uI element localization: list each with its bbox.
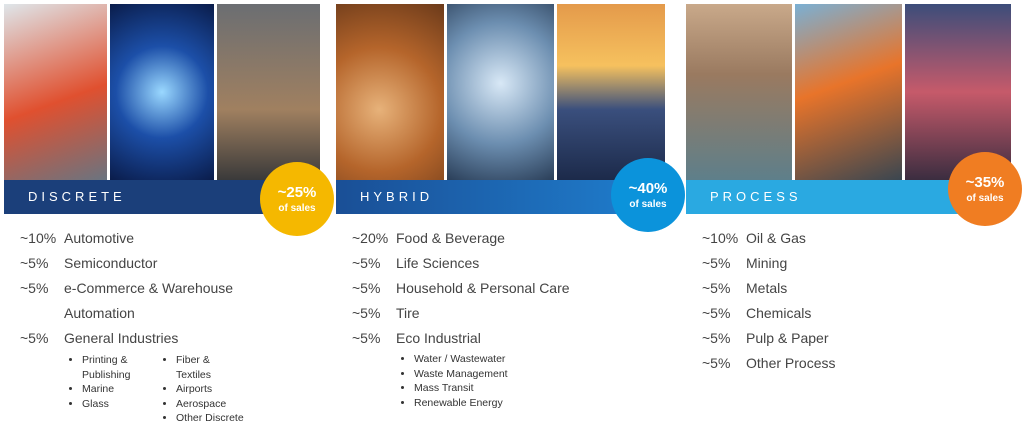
industry-item: ~5% Metals xyxy=(702,276,972,301)
industry-share: ~10% xyxy=(702,230,739,246)
industry-share: ~5% xyxy=(352,255,381,271)
industry-name: Mining xyxy=(746,255,788,271)
industry-share: ~5% xyxy=(702,255,731,271)
industry-item: ~5% Household & Personal Care xyxy=(352,276,622,301)
industry-share: ~5% xyxy=(20,330,49,346)
industry-item: ~5% Chemicals xyxy=(702,301,972,326)
industry-share: ~5% xyxy=(20,255,49,271)
image-strip xyxy=(4,4,320,180)
industry-list: ~10% Automotive ~5% Semiconductor ~5% e-Comme… xyxy=(20,226,290,351)
sub-industries: Water / WastewaterWaste ManagementMass T… xyxy=(398,352,554,410)
badge-label: of sales xyxy=(278,203,316,214)
industry-name: Automotive xyxy=(64,230,135,246)
industry-share: ~5% xyxy=(702,305,731,321)
sub-item: Fiber & Textiles xyxy=(176,353,244,382)
photo xyxy=(4,4,108,180)
sub-item: Printing & Publishing xyxy=(82,353,150,382)
industry-item: ~10% Oil & Gas xyxy=(702,226,972,251)
segment-column: PROCESS ~35% of sales ~10% Oil & Gas ~5% Minin… xyxy=(686,0,1022,415)
industry-share: ~10% xyxy=(20,230,57,246)
industry-item: ~5% Tire xyxy=(352,301,622,326)
industry-name: Life Sciences xyxy=(396,255,480,271)
industry-name: e-Commerce & Warehouse Automation xyxy=(64,280,234,321)
photo xyxy=(336,4,444,180)
industry-share: ~5% xyxy=(702,280,731,296)
sales-badge: ~25% of sales xyxy=(260,162,334,236)
industry-share: ~5% xyxy=(352,330,381,346)
badge-value: ~25% xyxy=(277,184,317,201)
industry-item: ~5% Eco Industrial xyxy=(352,326,622,351)
sales-badge: ~35% of sales xyxy=(948,152,1022,226)
industry-list: ~10% Oil & Gas ~5% Mining ~5% Metals ~5% Chemic… xyxy=(702,226,972,376)
industry-name: Food & Beverage xyxy=(396,230,505,246)
photo xyxy=(686,4,793,180)
industry-name: Pulp & Paper xyxy=(746,330,829,346)
industry-item: ~20% Food & Beverage xyxy=(352,226,622,251)
industry-item: ~5% Mining xyxy=(702,251,972,276)
page: DISCRETE ~25% of sales ~10% Automotive ~5% Sem… xyxy=(0,0,1024,415)
industry-share: ~5% xyxy=(352,305,381,321)
industry-name: Chemicals xyxy=(746,305,812,321)
industry-name: Tire xyxy=(396,305,420,321)
sub-item: Airports xyxy=(176,382,244,397)
industry-share: ~5% xyxy=(702,330,731,346)
photo xyxy=(795,4,902,180)
industry-name: Other Process xyxy=(746,355,836,371)
industry-share: ~5% xyxy=(352,280,381,296)
badge-value: ~40% xyxy=(628,180,668,197)
sub-item: Aerospace xyxy=(176,397,244,412)
industry-list: ~20% Food & Beverage ~5% Life Sciences ~5% Ho… xyxy=(352,226,622,351)
badge-label: of sales xyxy=(966,193,1004,204)
photo xyxy=(446,4,555,180)
image-strip xyxy=(686,4,1011,180)
sub-item: Renewable Energy xyxy=(414,396,554,411)
photo xyxy=(557,4,666,180)
industry-share: ~5% xyxy=(702,355,731,371)
sub-item: Marine xyxy=(82,382,150,397)
photo xyxy=(216,4,320,180)
sub-item: Mass Transit xyxy=(414,381,554,396)
sub-list: Printing & PublishingMarineGlass xyxy=(66,353,150,426)
sales-badge: ~40% of sales xyxy=(611,158,685,232)
photo xyxy=(904,4,1011,180)
sub-item: Waste Management xyxy=(414,367,554,382)
image-strip xyxy=(336,4,666,180)
industry-item: ~5% Life Sciences xyxy=(352,251,622,276)
industry-name: Household & Personal Care xyxy=(396,280,570,296)
industry-name: Oil & Gas xyxy=(746,230,806,246)
segment-column: DISCRETE ~25% of sales ~10% Automotive ~5% Sem… xyxy=(4,0,334,424)
segment-banner: HYBRID xyxy=(336,180,665,214)
industry-item: ~5% e-Commerce & Warehouse Automation xyxy=(20,276,290,326)
industry-name: Eco Industrial xyxy=(396,330,481,346)
industry-name: Metals xyxy=(746,280,788,296)
industry-item: ~5% Pulp & Paper xyxy=(702,326,972,351)
industry-item: ~5% Other Process xyxy=(702,351,972,376)
sub-item: Water / Wastewater xyxy=(414,352,554,367)
sub-item: Other Discrete xyxy=(176,411,244,426)
industry-item: ~5% General Industries xyxy=(20,326,290,351)
industry-share: ~20% xyxy=(352,230,389,246)
segment-column: HYBRID ~40% of sales ~20% Food & Beverage ~5%… xyxy=(336,0,685,415)
industry-item: ~5% Semiconductor xyxy=(20,251,290,276)
photo xyxy=(110,4,214,180)
sub-list: Water / WastewaterWaste ManagementMass T… xyxy=(398,352,554,410)
industry-share: ~5% xyxy=(20,280,49,296)
badge-label: of sales xyxy=(629,199,667,210)
industry-name: Semiconductor xyxy=(64,255,158,271)
industry-item: ~10% Automotive xyxy=(20,226,290,251)
sub-industries: Printing & PublishingMarineGlassFiber & … xyxy=(66,353,244,426)
sub-item: Glass xyxy=(82,397,150,412)
badge-value: ~35% xyxy=(965,174,1005,191)
industry-name: General Industries xyxy=(64,330,179,346)
sub-list: Fiber & TextilesAirportsAerospaceOther D… xyxy=(160,353,244,426)
